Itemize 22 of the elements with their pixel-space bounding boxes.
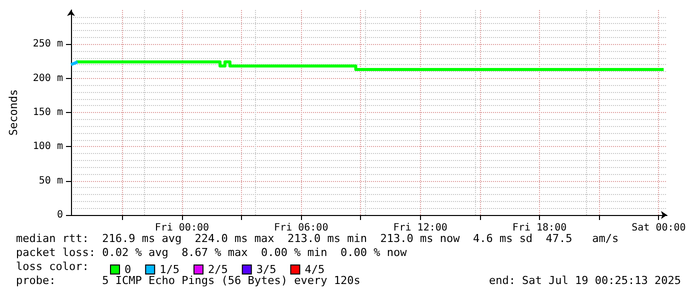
text: packet loss: 0.02 % avg 8.67 % max 0.00 % min 0.00 % now	[16, 246, 408, 259]
x-tick-label: Fri 00:00	[154, 222, 210, 234]
legend-label: 4/5	[304, 263, 325, 276]
y-tick-label: 100 m	[32, 141, 63, 152]
y-axis-title: Seconds	[7, 89, 20, 136]
x-tick-label: Fri 18:00	[512, 222, 567, 234]
text: probe: 5 ICMP Echo Pings (56 Bytes) every 120s	[16, 274, 360, 287]
legend-label: 2/5	[208, 263, 228, 276]
y-tick-label: 50 m	[38, 175, 63, 186]
x-tick-label: Fri 06:00	[274, 222, 328, 234]
legend-label: 1/5	[160, 263, 180, 276]
x-tick-label: Sat 00:00	[632, 222, 686, 234]
y-tick-label: 150 m	[32, 107, 63, 118]
y-tick-label: 250 m	[32, 38, 63, 50]
y-tick-label: 0	[56, 210, 63, 220]
x-tick-label: Fri 12:00	[393, 222, 448, 234]
text: median rtt: 216.9 ms avg 224.0 ms max 213.0 ms min 213.0 ms now 4.6 ms sd 47.5 am/s	[16, 232, 619, 245]
text: end: Sat Jul 19 00:25:13 2025	[488, 274, 682, 287]
legend-title: loss color:	[16, 260, 89, 273]
legend-label: 3/5	[256, 263, 276, 276]
legend-label: 0	[124, 263, 132, 276]
y-tick-label: 200 m	[32, 72, 63, 84]
